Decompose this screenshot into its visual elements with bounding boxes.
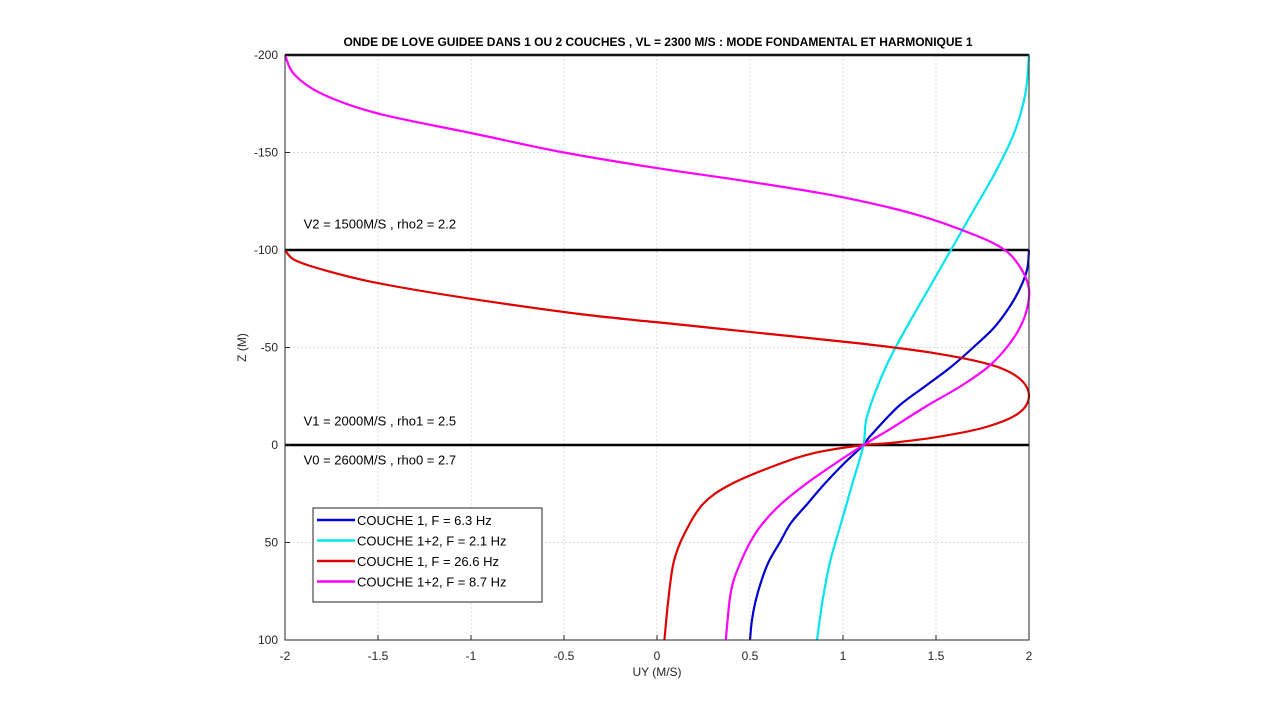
x-tick-label: -0.5 [554, 649, 575, 663]
legend: COUCHE 1, F = 6.3 Hz COUCHE 1+2, F = 2.1 … [312, 507, 543, 603]
x-axis-label: UY (M/S) [632, 665, 681, 679]
x-tick-label: 0.5 [742, 649, 759, 663]
layer-annotation: V1 = 2000M/S , rho1 = 2.5 [304, 414, 457, 429]
y-tick-label: -50 [261, 341, 279, 355]
y-tick-label: -100 [254, 243, 278, 257]
x-tick-label: 2 [1026, 649, 1033, 663]
legend-entry: COUCHE 1, F = 26.6 Hz [357, 554, 499, 569]
x-tick-label: 0 [654, 649, 661, 663]
legend-entry: COUCHE 1+2, F = 8.7 Hz [357, 575, 507, 590]
chart-title: ONDE DE LOVE GUIDEE DANS 1 OU 2 COUCHES … [343, 35, 972, 49]
series-line-4 [283, 54, 1031, 641]
y-tick-label: -200 [254, 48, 278, 62]
layer-annotation: V2 = 1500M/S , rho2 = 2.2 [304, 217, 457, 232]
y-tick-label: -150 [254, 146, 278, 160]
y-tick-label: 0 [271, 438, 278, 452]
y-axis-label: Z (M) [235, 333, 249, 362]
x-tick-label: -1 [466, 649, 477, 663]
legend-box [312, 507, 543, 603]
legend-entry: COUCHE 1, F = 6.3 Hz [357, 513, 492, 528]
legend-entry: COUCHE 1+2, F = 2.1 Hz [357, 534, 507, 549]
x-tick-label: 1 [840, 649, 847, 663]
x-tick-label: -2 [280, 649, 291, 663]
layer-annotation: V0 = 2600M/S , rho0 = 2.7 [304, 453, 457, 468]
x-tick-label: 1.5 [928, 649, 945, 663]
x-tick-label: -1.5 [368, 649, 389, 663]
y-tick-label: 50 [265, 536, 279, 550]
y-tick-label: 100 [258, 633, 278, 647]
